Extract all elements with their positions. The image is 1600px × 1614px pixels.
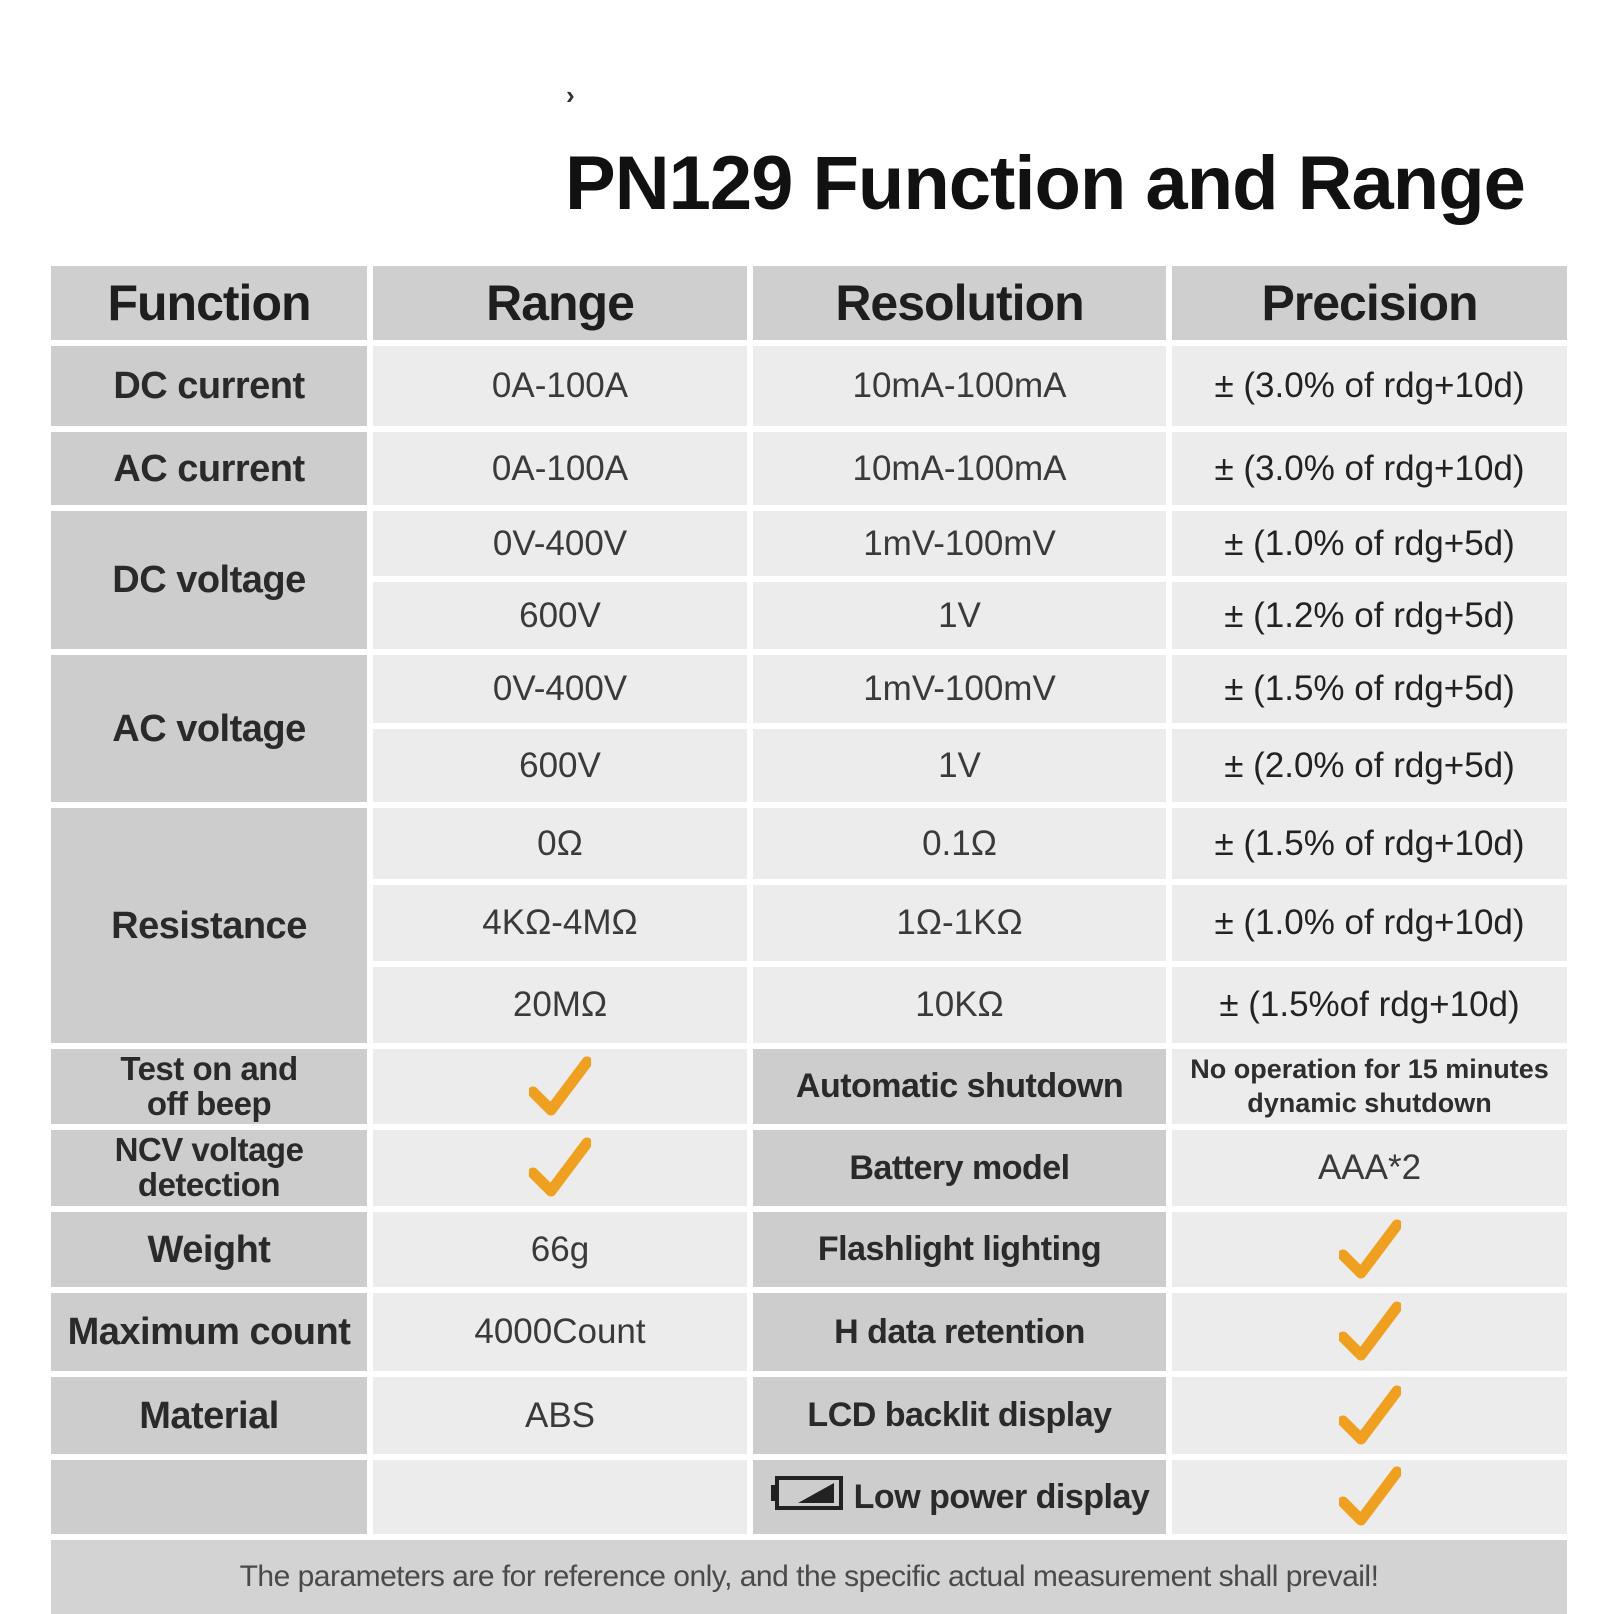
range-cell: 0V-400V (373, 511, 747, 576)
precision-cell: ± (2.0% of rdg+5d) (1172, 729, 1567, 802)
header-function: Function (51, 266, 367, 340)
header-precision: Precision (1172, 266, 1567, 340)
check-icon (1172, 1293, 1567, 1371)
spec-table: Function Range Resolution Precision DC c… (51, 266, 1567, 1614)
battery-low-icon (770, 1475, 844, 1519)
check-icon (373, 1049, 747, 1124)
feature-label: detection (137, 1166, 281, 1203)
precision-cell: ± (1.0% of rdg+10d) (1172, 885, 1567, 961)
function-resistance: Resistance (51, 808, 367, 1043)
range-cell: 600V (373, 729, 747, 802)
resolution-cell: 10mA-100mA (753, 346, 1166, 426)
resolution-cell: 1V (753, 729, 1166, 802)
empty-cell (51, 1460, 367, 1534)
function-ac-voltage: AC voltage (51, 655, 367, 802)
feature-low-power: Low power display (753, 1460, 1166, 1534)
feature-label: NCV voltage (114, 1131, 304, 1169)
note-text: No operation for 15 minutes (1190, 1053, 1549, 1084)
range-cell: 0A-100A (373, 432, 747, 505)
feature-weight: Weight (51, 1212, 367, 1287)
check-icon (1172, 1460, 1567, 1534)
weight-value: 66g (373, 1212, 747, 1287)
note-text: dynamic shutdown (1247, 1087, 1492, 1118)
feature-ncv-detection: NCV voltage detection (51, 1130, 367, 1206)
resolution-cell: 1mV-100mV (753, 655, 1166, 723)
check-icon (1172, 1377, 1567, 1454)
resolution-cell: 1V (753, 582, 1166, 649)
header-resolution: Resolution (753, 266, 1166, 340)
feature-label: Low power display (853, 1477, 1150, 1516)
battery-model-value: AAA*2 (1172, 1130, 1567, 1206)
range-cell: 0V-400V (373, 655, 747, 723)
feature-lcd-backlit: LCD backlit display (753, 1377, 1166, 1454)
function-ac-current: AC current (51, 432, 367, 505)
resolution-cell: 1Ω-1KΩ (753, 885, 1166, 961)
feature-flashlight: Flashlight lighting (753, 1212, 1166, 1287)
feature-label: off beep (146, 1084, 272, 1122)
page-title: PN129 Function and Range (565, 141, 1526, 226)
maximum-count-value: 4000Count (373, 1293, 747, 1371)
range-cell: 0Ω (373, 808, 747, 879)
feature-maximum-count: Maximum count (51, 1293, 367, 1371)
feature-data-retention: H data retention (753, 1293, 1166, 1371)
precision-cell: ± (1.5%of rdg+10d) (1172, 967, 1567, 1043)
precision-cell: ± (3.0% of rdg+10d) (1172, 432, 1567, 505)
material-value: ABS (373, 1377, 747, 1454)
feature-test-beep: Test on and off beep (51, 1049, 367, 1124)
range-cell: 20MΩ (373, 967, 747, 1043)
feature-material: Material (51, 1377, 367, 1454)
feature-label: Test on and (120, 1049, 298, 1087)
corner-mark: › (566, 80, 575, 110)
precision-cell: ± (1.5% of rdg+10d) (1172, 808, 1567, 879)
feature-battery-model: Battery model (753, 1130, 1166, 1206)
precision-cell: ± (3.0% of rdg+10d) (1172, 346, 1567, 426)
range-cell: 600V (373, 582, 747, 649)
shutdown-note: No operation for 15 minutes dynamic shut… (1172, 1049, 1567, 1124)
resolution-cell: 0.1Ω (753, 808, 1166, 879)
resolution-cell: 10KΩ (753, 967, 1166, 1043)
disclaimer-footer: The parameters are for reference only, a… (51, 1540, 1567, 1614)
precision-cell: ± (1.5% of rdg+5d) (1172, 655, 1567, 723)
precision-cell: ± (1.0% of rdg+5d) (1172, 511, 1567, 576)
feature-automatic-shutdown: Automatic shutdown (753, 1049, 1166, 1124)
header-range: Range (373, 266, 747, 340)
check-icon (373, 1130, 747, 1206)
function-dc-current: DC current (51, 346, 367, 426)
resolution-cell: 10mA-100mA (753, 432, 1166, 505)
function-dc-voltage: DC voltage (51, 511, 367, 649)
range-cell: 0A-100A (373, 346, 747, 426)
range-cell: 4KΩ-4MΩ (373, 885, 747, 961)
resolution-cell: 1mV-100mV (753, 511, 1166, 576)
check-icon (1172, 1212, 1567, 1287)
precision-cell: ± (1.2% of rdg+5d) (1172, 582, 1567, 649)
empty-cell (373, 1460, 747, 1534)
